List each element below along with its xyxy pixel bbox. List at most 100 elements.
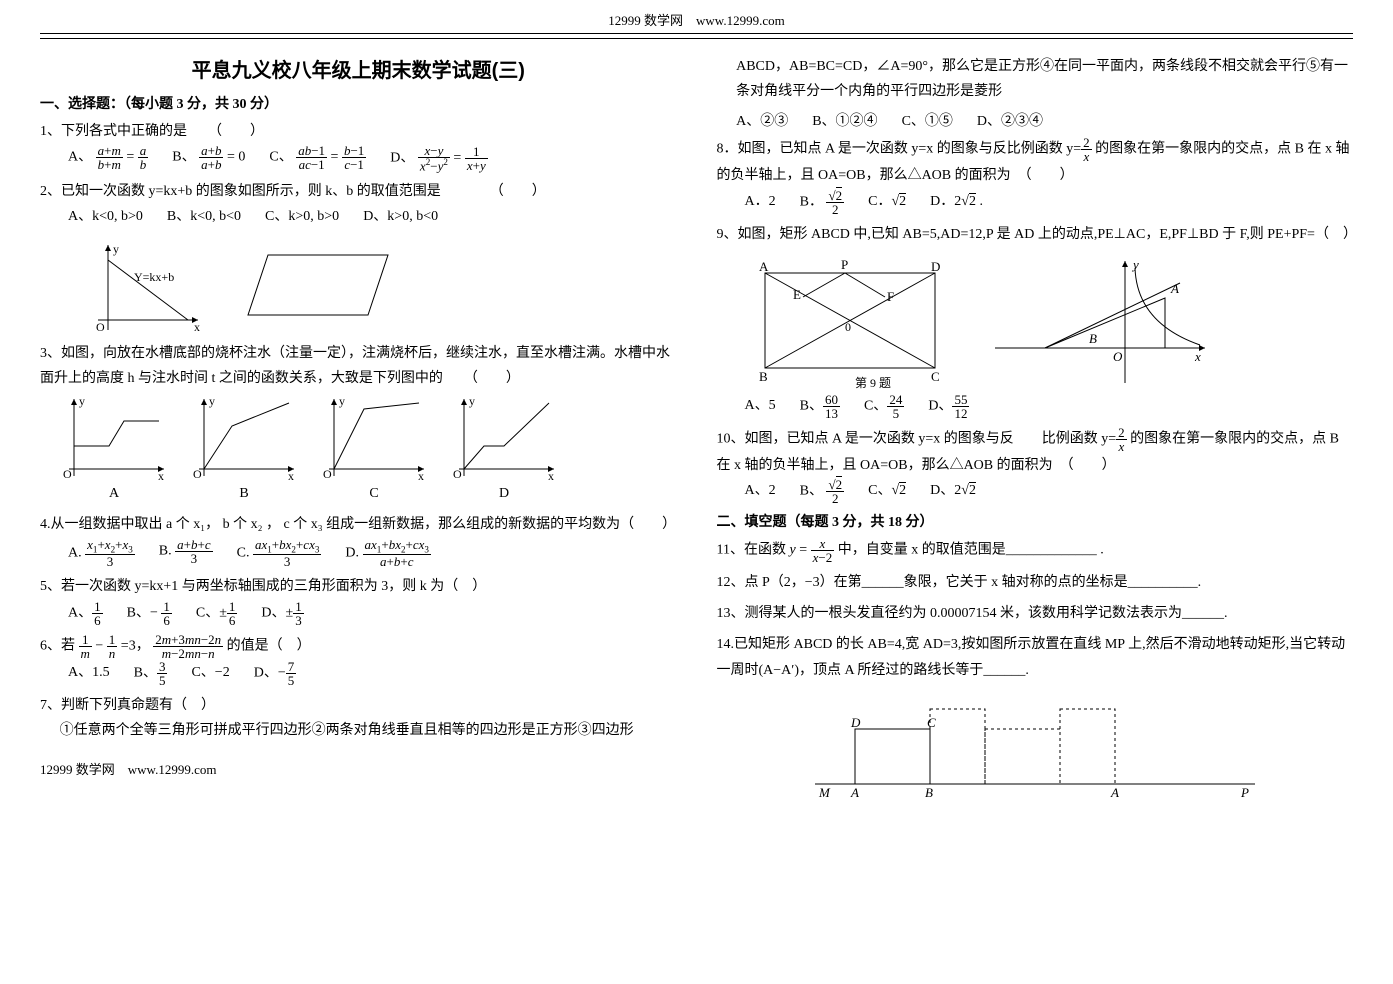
q14-figure: D C M A B A P <box>717 689 1354 809</box>
question-11: 11、在函数 y = xx−2 中，自变量 x 的取值范围是__________… <box>717 537 1354 564</box>
q8-B: B． √22 <box>800 189 844 216</box>
exam-title: 平息九义校八年级上期末数学试题(三) <box>40 54 677 83</box>
section-2-heading: 二、填空题（每题 3 分，共 18 分） <box>717 511 1354 531</box>
q4-B: B. a+b+c3 <box>159 538 213 569</box>
q4-D: D. ax1+bx2+cx3a+b+c <box>345 538 431 569</box>
svg-text:A: A <box>1170 281 1179 296</box>
q3-fig-A: O y x A <box>54 391 174 506</box>
svg-text:A: A <box>850 785 859 800</box>
svg-text:O: O <box>63 467 72 481</box>
q2-C: C、k>0, b>0 <box>265 204 339 229</box>
svg-text:O: O <box>453 467 462 481</box>
q6-pre: 6、若 <box>40 638 75 653</box>
question-6: 6、若 1m − 1n =3， 2m+3mn−2nm−2mn−n 的值是（ ） … <box>40 633 677 687</box>
q7-clause-1: ①任意两个全等三角形可拼成平行四边形②两条对角线垂直且相等的四边形是正方形③四边… <box>60 718 677 743</box>
q1-B: B、 a+ba+b = 0 <box>172 144 245 172</box>
question-5: 5、若一次函数 y=kx+1 与两坐标轴围成的三角形面积为 3，则 k 为（ ）… <box>40 574 677 626</box>
q9-axes-icon: x y A B O <box>985 253 1215 393</box>
q6-A: A、1.5 <box>68 660 110 687</box>
q2-A: A、k<0, b>0 <box>68 204 143 229</box>
q6-C: C、−2 <box>191 660 229 687</box>
q3-stem: 3、如图，向放在水槽底部的烧杯注水（注量一定），注满烧杯后，继续注水，直至水槽注… <box>40 341 677 391</box>
svg-text:O: O <box>1113 349 1123 364</box>
q3-fig-D: O y x D <box>444 391 564 506</box>
q2-graph-icon: y Y=kx+b O x <box>68 235 208 335</box>
question-3: 3、如图，向放在水槽底部的烧杯注水（注量一定），注满烧杯后，继续注水，直至水槽注… <box>40 341 677 507</box>
svg-text:y: y <box>469 394 475 408</box>
q7-stem: 7、判断下列真命题有（ ） <box>40 693 677 718</box>
svg-text:y: y <box>113 242 119 256</box>
q7-A: A、②③ <box>736 110 788 130</box>
q2-D: D、k>0, b<0 <box>363 204 438 229</box>
q6-B: B、35 <box>134 660 168 687</box>
q4-A: A. x1+x2+x33 <box>68 538 135 569</box>
q2-B: B、k<0, b<0 <box>167 204 241 229</box>
q2-rect-icon <box>238 235 398 335</box>
q10-options: A、2 B、 √22 C、√2 D、2√2 <box>745 478 1354 505</box>
q7-options: A、②③ B、①②④ C、①⑤ D、②③④ <box>736 110 1353 130</box>
svg-text:x: x <box>158 469 164 481</box>
svg-text:P: P <box>1240 785 1249 800</box>
q2-stem: 2、已知一次函数 y=kx+b 的图象如图所示，则 k、b 的取值范围是 （ ） <box>40 179 677 204</box>
question-1: 1、下列各式中正确的是 （ ） A、 a+mb+m = ab B、 a+ba+b… <box>40 119 677 173</box>
svg-text:y: y <box>209 394 215 408</box>
q5-stem: 5、若一次函数 y=kx+1 与两坐标轴围成的三角形面积为 3，则 k 为（ ） <box>40 574 677 599</box>
q5-B: B、− 16 <box>127 600 172 627</box>
q9-rect-icon: A P D E F B C 0 第 9 题 <box>745 253 955 393</box>
question-14: 14.已知矩形 ABCD 的长 AB=4,宽 AD=3,按如图所示放置在直线 M… <box>717 632 1354 682</box>
svg-text:P: P <box>841 257 848 272</box>
q1-D: D、 x−yx2−y2 = 1x+y <box>390 144 487 172</box>
svg-text:O: O <box>323 467 332 481</box>
svg-text:x: x <box>288 469 294 481</box>
q9-stem: 9、如图，矩形 ABCD 中,已知 AB=5,AD=12,P 是 AD 上的动点… <box>717 222 1354 247</box>
svg-text:x: x <box>194 320 200 334</box>
svg-text:B: B <box>1089 331 1097 346</box>
svg-text:x: x <box>548 469 554 481</box>
q1-stem: 1、下列各式中正确的是 （ ） <box>40 119 677 144</box>
question-13: 13、测得某人的一根头发直径约为 0.00007154 米，该数用科学记数法表示… <box>717 601 1354 626</box>
svg-text:0: 0 <box>845 320 851 334</box>
svg-text:B: B <box>759 369 768 384</box>
question-2: 2、已知一次函数 y=kx+b 的图象如图所示，则 k、b 的取值范围是 （ ）… <box>40 179 677 335</box>
q7-C: C、①⑤ <box>902 110 953 130</box>
q9-A: A、5 <box>745 393 776 420</box>
section-1-heading: 一、选择题：（每小题 3 分，共 30 分） <box>40 93 677 113</box>
svg-text:O: O <box>96 320 105 334</box>
q9-C: C、245 <box>864 393 904 420</box>
svg-text:C: C <box>927 715 936 730</box>
q10-D: D、2√2 <box>930 478 976 505</box>
svg-text:y: y <box>79 394 85 408</box>
q5-C: C、±16 <box>196 600 238 627</box>
q1-C: C、 ab−1ac−1 = b−1c−1 <box>269 144 366 172</box>
q10-B: B、 √22 <box>800 478 844 505</box>
svg-text:E: E <box>793 287 801 302</box>
q3-fig-C: O y x C <box>314 391 434 506</box>
q14-rolling-rect-icon: D C M A B A P <box>805 689 1265 809</box>
question-4: 4.从一组数据中取出 a 个 x₁， b 个 x₂ ， c 个 x₃ 组成一组新… <box>40 512 677 568</box>
q1-A: A、 a+mb+m = ab <box>68 144 148 172</box>
page-header: 12999 数学网 www.12999.com <box>40 10 1353 34</box>
q7-D: D、②③④ <box>977 110 1043 130</box>
svg-text:D: D <box>931 259 940 274</box>
q9-D: D、5512 <box>928 393 969 420</box>
two-column-layout: 平息九义校八年级上期末数学试题(三) 一、选择题：（每小题 3 分，共 30 分… <box>40 48 1353 809</box>
q8-C: C．√2 <box>868 189 906 216</box>
rule <box>40 38 1353 40</box>
svg-text:y: y <box>1131 257 1139 272</box>
q5-D: D、±13 <box>261 600 303 627</box>
q10-A: A、2 <box>745 478 776 505</box>
svg-text:C: C <box>931 369 940 384</box>
question-12: 12、点 P（2，−3）在第______象限，它关于 x 轴对称的点的坐标是__… <box>717 570 1354 595</box>
q2-figures: y Y=kx+b O x <box>68 235 677 335</box>
q9-B: B、6013 <box>800 393 840 420</box>
q6-options: A、1.5 B、35 C、−2 D、−75 <box>68 660 677 687</box>
q8-D: D．2√2 . <box>930 189 983 216</box>
q1-options: A、 a+mb+m = ab B、 a+ba+b = 0 C、 ab−1ac−1… <box>68 144 677 172</box>
svg-text:Y=kx+b: Y=kx+b <box>134 270 174 284</box>
svg-text:x: x <box>418 469 424 481</box>
q3-figures: O y x A O y x <box>54 391 677 506</box>
q7-continued: ABCD，AB=BC=CD，∠A=90°，那么它是正方形④在同一平面内，两条线段… <box>736 54 1353 104</box>
q8-A: A．2 <box>745 189 776 216</box>
svg-text:M: M <box>818 785 831 800</box>
svg-text:A: A <box>1110 785 1119 800</box>
